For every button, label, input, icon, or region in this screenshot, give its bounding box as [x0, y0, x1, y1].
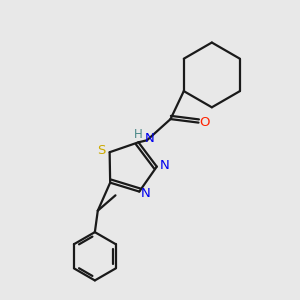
Text: O: O: [200, 116, 210, 129]
Text: N: N: [145, 132, 154, 145]
Text: H: H: [134, 128, 142, 142]
Text: S: S: [97, 144, 106, 157]
Text: N: N: [141, 188, 151, 200]
Text: N: N: [159, 159, 169, 172]
